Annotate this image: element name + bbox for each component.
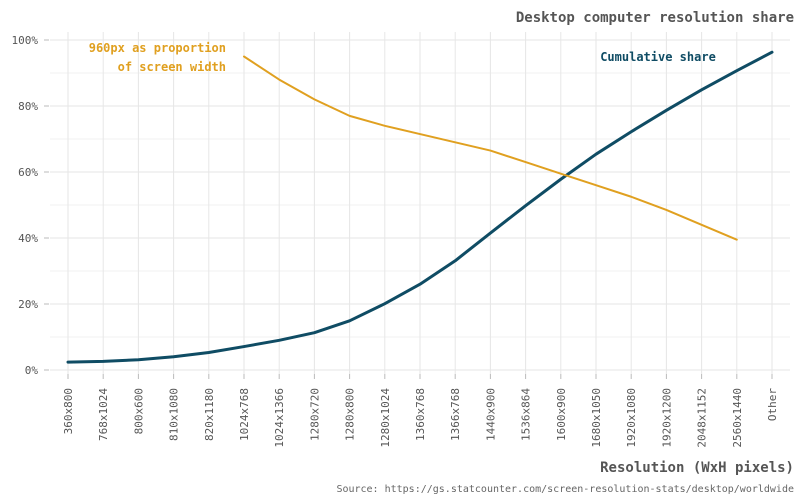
y-tick-label: 80% xyxy=(18,100,38,113)
x-axis-title: Resolution (WxH pixels) xyxy=(600,460,794,476)
x-tick-label: 1440x900 xyxy=(484,388,497,441)
x-tick-label: 2048x1152 xyxy=(696,388,709,448)
x-tick-label: 768x1024 xyxy=(97,388,110,441)
x-tick-label: 1280x720 xyxy=(308,388,321,441)
x-tick-label: 1920x1200 xyxy=(660,388,673,448)
x-tick-label: 1920x1080 xyxy=(625,388,638,448)
grid xyxy=(50,32,790,374)
y-tick-label: 100% xyxy=(12,34,39,47)
x-tick-label: 820x1180 xyxy=(203,388,216,441)
series-label-line: 960px as proportion xyxy=(89,41,226,55)
x-tick-label: 2560x1440 xyxy=(731,388,744,448)
series-labels: Cumulative share 960px as proportion of sc… xyxy=(89,41,716,74)
x-tick-label: Other xyxy=(766,388,779,421)
x-tick-label: 1024x1366 xyxy=(273,388,286,448)
x-tick-label: 1360x768 xyxy=(414,388,427,441)
x-tick-label: 1280x1024 xyxy=(379,388,392,448)
x-tick-label: 1366x768 xyxy=(449,388,462,441)
y-tick-label: 40% xyxy=(18,232,38,245)
series-lines xyxy=(66,50,774,364)
x-tick-label: 360x800 xyxy=(62,388,75,434)
x-tick-label: 800x600 xyxy=(132,388,145,434)
x-tick-label: 1600x900 xyxy=(555,388,568,441)
y-axis: 0% 20% 40% 60% 80% 100% xyxy=(12,34,49,377)
source-note: Source: https://gs.statcounter.com/scree… xyxy=(336,484,794,495)
x-tick-label: 1280x800 xyxy=(344,388,357,441)
series-line-960px-proportion xyxy=(243,55,738,241)
chart-title: Desktop computer resolution share xyxy=(516,10,794,26)
x-axis: 360x800 768x1024 800x600 810x1080 820x1180 10… xyxy=(62,374,779,448)
x-tick-label: 1536x864 xyxy=(520,388,533,441)
x-tick-label: 1024x768 xyxy=(238,388,251,441)
series-line-cumulative-share xyxy=(66,50,774,364)
x-tick-label: 1680x1050 xyxy=(590,388,603,448)
x-tick-label: 810x1080 xyxy=(168,388,181,441)
y-tick-label: 60% xyxy=(18,166,38,179)
series-label-line: of screen width xyxy=(118,60,226,74)
series-label-cumulative-share: Cumulative share xyxy=(600,50,716,64)
series-label-960px-proportion: 960px as proportion of screen width xyxy=(89,41,226,74)
y-tick-label: 0% xyxy=(25,364,39,377)
y-tick-label: 20% xyxy=(18,298,38,311)
